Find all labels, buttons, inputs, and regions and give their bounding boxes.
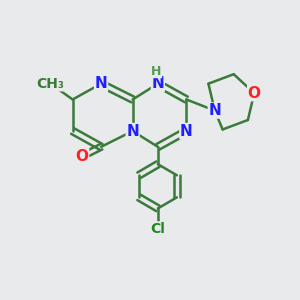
Text: N: N	[180, 124, 193, 139]
Text: O: O	[76, 149, 88, 164]
Text: O: O	[248, 86, 261, 101]
Text: CH₃: CH₃	[37, 77, 64, 91]
Text: N: N	[208, 103, 221, 118]
Text: N: N	[152, 76, 164, 91]
Text: H: H	[151, 64, 161, 78]
Text: Cl: Cl	[151, 222, 165, 236]
Text: N: N	[126, 124, 139, 139]
Text: N: N	[95, 76, 107, 91]
